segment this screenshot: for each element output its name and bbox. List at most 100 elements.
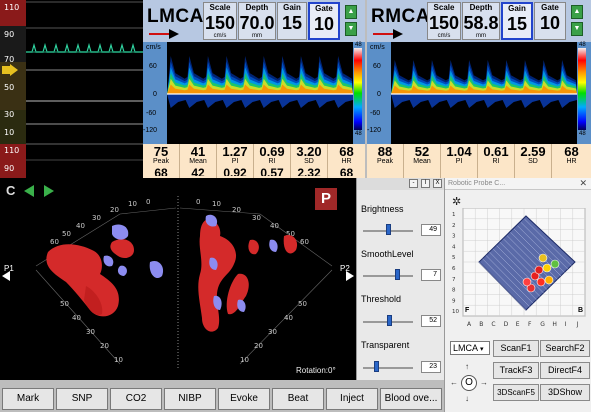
param-label: Gain — [508, 4, 526, 13]
3dscan-f5-button[interactable]: 3DScanF5 — [493, 384, 539, 401]
vitals-scale: 110 90 70 50 30 10 110 90 — [0, 0, 26, 178]
restore-button[interactable]: I — [421, 179, 430, 188]
chevron-down-icon[interactable]: ▼ — [571, 22, 583, 36]
nibp-button[interactable]: NIBP — [164, 388, 216, 410]
gain-param[interactable]: Gain 15 — [501, 2, 533, 40]
green-arrows-icon[interactable] — [24, 185, 54, 197]
depth-param[interactable]: Depth 58.8 mm — [462, 2, 500, 40]
stat-prev-value: 2.32 — [297, 166, 321, 176]
transparent-slider[interactable] — [363, 367, 413, 369]
stat-value: 1.04 — [446, 144, 472, 159]
transparent-value[interactable]: 23 — [421, 361, 441, 373]
axis-tick: 10 — [212, 200, 221, 208]
gain-param[interactable]: Gain 15 — [277, 2, 307, 40]
axis-tick: -120 — [143, 127, 158, 134]
evoke-button[interactable]: Evoke — [218, 388, 270, 410]
gear-icon[interactable]: ✲ — [452, 196, 462, 208]
mark-button[interactable]: Mark — [2, 388, 54, 410]
track-f3-button[interactable]: TrackF3 — [493, 362, 539, 379]
stat-ri: 0.69 RI 0.57 — [254, 144, 291, 178]
stat-prev-value: 68 — [339, 166, 354, 176]
axis-tick: 40 — [76, 222, 85, 230]
beat-button[interactable]: Beat — [272, 388, 324, 410]
render-settings-panel: - I X Brightness 49 SmoothLevel 7 Thresh… — [356, 178, 445, 380]
stat-value: 52 — [414, 144, 430, 159]
snp-button[interactable]: SNP — [56, 388, 108, 410]
scale-param[interactable]: Scale 150 cm/s — [427, 2, 461, 40]
gate-param[interactable]: Gate 10 — [308, 2, 340, 40]
corner-label-f: F — [465, 307, 470, 314]
chevron-up-icon[interactable]: ▲ — [571, 5, 583, 19]
brightness-slider-thumb[interactable] — [385, 224, 391, 235]
axis-tick: 0 — [146, 198, 150, 206]
lmca-stats: 75 Peak 68 41 Mean 42 1.27 PI 0.92 0.69 … — [143, 144, 365, 178]
arrow-left-icon[interactable]: ← — [450, 378, 458, 387]
arrow-down-icon[interactable]: ↓ — [465, 394, 469, 403]
param-value: 150 — [428, 13, 460, 33]
grid-col-label: H — [552, 321, 557, 328]
robot-window-title: Robotic Probe C... — [445, 178, 591, 190]
close-icon[interactable]: ✕ — [579, 178, 587, 188]
grid-col-label: E — [516, 321, 520, 328]
scan-f1-button[interactable]: ScanF1 — [493, 340, 539, 357]
depth-param[interactable]: Depth 70.0 mm — [238, 2, 276, 40]
transparent-slider-thumb[interactable] — [373, 361, 379, 372]
3dshow-button[interactable]: 3DShow — [540, 384, 590, 401]
arrow-up-icon[interactable]: ↑ — [465, 362, 469, 371]
probe-hit-marker — [538, 253, 548, 263]
vessel-select[interactable]: LMCA ▾ — [450, 341, 490, 355]
brightness-value[interactable]: 49 — [421, 224, 441, 236]
event-button-bar: Mark SNP CO2 NIBP Evoke Beat Inject Bloo… — [0, 386, 444, 412]
3d-render: 60 50 40 30 20 10 0 50 40 30 20 10 0 10 … — [2, 196, 354, 370]
direct-f4-button[interactable]: DirectF4 — [540, 362, 590, 379]
threshold-value[interactable]: 52 — [421, 315, 441, 327]
gate-param[interactable]: Gate 10 — [534, 2, 566, 40]
grid-col-label: C — [491, 321, 495, 328]
smoothlevel-slider[interactable] — [363, 275, 413, 277]
param-value: 10 — [313, 14, 335, 34]
dpad-center-button[interactable]: O — [461, 375, 477, 391]
param-unit: cm/s — [437, 33, 451, 39]
inject-button[interactable]: Inject — [326, 388, 378, 410]
lmca-header: LMCA Scale 150 cm/s Depth 70.0 mm Gain 1… — [143, 0, 365, 42]
smoothlevel-value[interactable]: 7 — [421, 269, 441, 281]
axis-tick: 20 — [254, 342, 263, 350]
chevron-down-icon[interactable]: ▼ — [345, 22, 357, 36]
gain-stepper[interactable]: ▲ ▼ — [571, 5, 583, 37]
minimize-button[interactable]: - — [409, 179, 418, 188]
grid-col-label: G — [540, 321, 545, 328]
vessel-title: RMCA — [371, 6, 430, 27]
stat-ri: 0.61 RI — [478, 144, 515, 178]
stat-pi: 1.04 PI — [441, 144, 478, 178]
smoothlevel-label: SmoothLevel — [361, 249, 414, 259]
close-button[interactable]: X — [433, 179, 442, 188]
axis-tick: 60 — [50, 238, 59, 246]
stat-sd: 2.59 SD — [515, 144, 552, 178]
probe-hit-marker — [544, 275, 554, 285]
axis-tick: 0 — [153, 91, 157, 98]
vitals-strip: 110 90 70 50 30 10 110 90 — [0, 0, 143, 178]
search-f2-button[interactable]: SearchF2 — [540, 340, 590, 357]
scale-param[interactable]: Scale 150 cm/s — [203, 2, 237, 40]
3d-vessel-viewer[interactable]: C P 60 50 40 30 20 10 0 — [0, 178, 356, 380]
probe-dpad[interactable]: ↑ ← O → ↓ — [449, 358, 489, 410]
spectrum-negative — [167, 94, 353, 108]
gate-stepper[interactable]: ▲ ▼ — [345, 5, 357, 37]
vessel-select-value: LMCA — [453, 343, 478, 353]
axis-tick: 30 — [268, 328, 277, 336]
co2-button[interactable]: CO2 — [110, 388, 162, 410]
threshold-slider-thumb[interactable] — [386, 315, 392, 326]
arrow-right-icon[interactable]: → — [480, 378, 488, 387]
blood-overflow-button[interactable]: Blood ove... — [380, 388, 442, 410]
stat-prev-value: 0.92 — [223, 166, 247, 176]
chevron-up-icon[interactable]: ▲ — [345, 5, 357, 19]
smoothlevel-slider-thumb[interactable] — [395, 269, 401, 280]
rotate-icon[interactable]: C — [6, 183, 16, 198]
stat-value: 68 — [339, 144, 354, 159]
stat-pi: 1.27 PI 0.92 — [217, 144, 254, 178]
stat-value: 1.27 — [222, 144, 248, 159]
rotation-readout: Rotation:0° — [296, 366, 336, 375]
param-label: Scale — [433, 3, 455, 12]
axis-tick: 10 — [240, 356, 249, 364]
